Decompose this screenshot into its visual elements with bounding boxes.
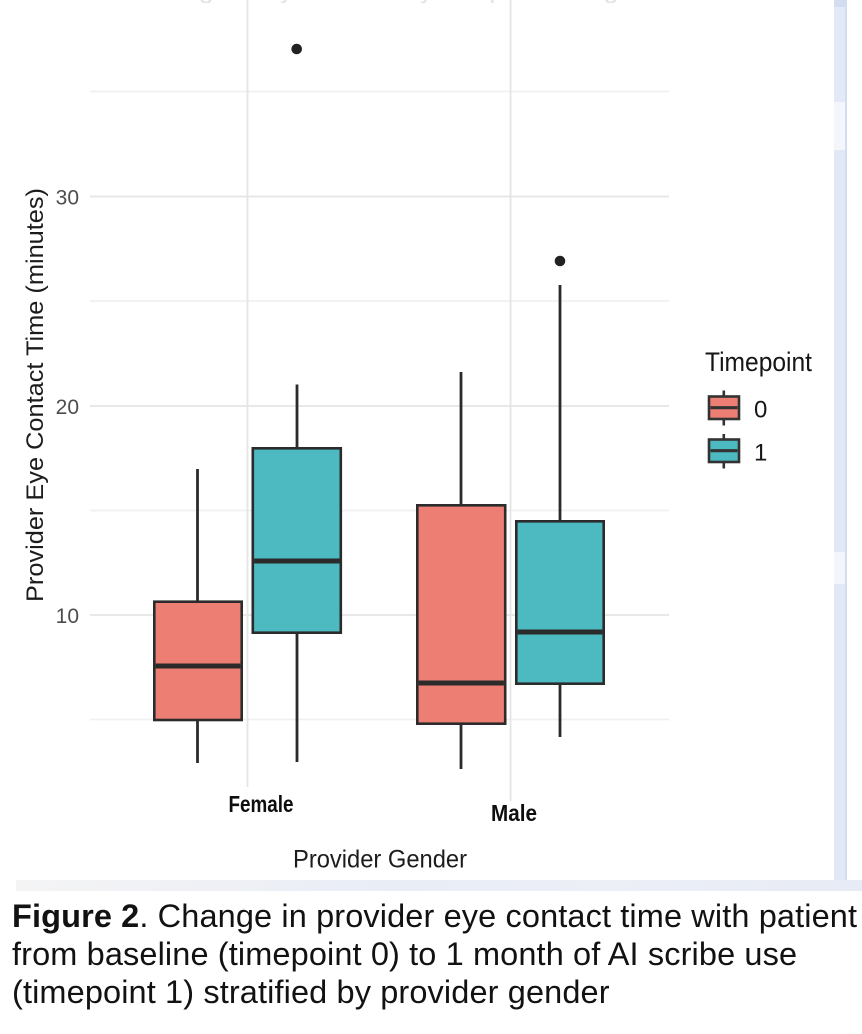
- svg-text:30: 30: [56, 187, 79, 210]
- svg-text:Provider Gender: Provider Gender: [293, 846, 467, 874]
- svg-text:1: 1: [754, 440, 767, 467]
- svg-text:10: 10: [56, 605, 79, 628]
- svg-text:Timepoint: Timepoint: [705, 347, 812, 377]
- svg-text:20: 20: [56, 396, 79, 419]
- svg-text:Male: Male: [491, 800, 537, 826]
- svg-text:Female: Female: [229, 791, 294, 817]
- svg-text:Provider Eye Contact Time (min: Provider Eye Contact Time (minutes): [22, 188, 49, 602]
- svg-text:0: 0: [754, 397, 767, 424]
